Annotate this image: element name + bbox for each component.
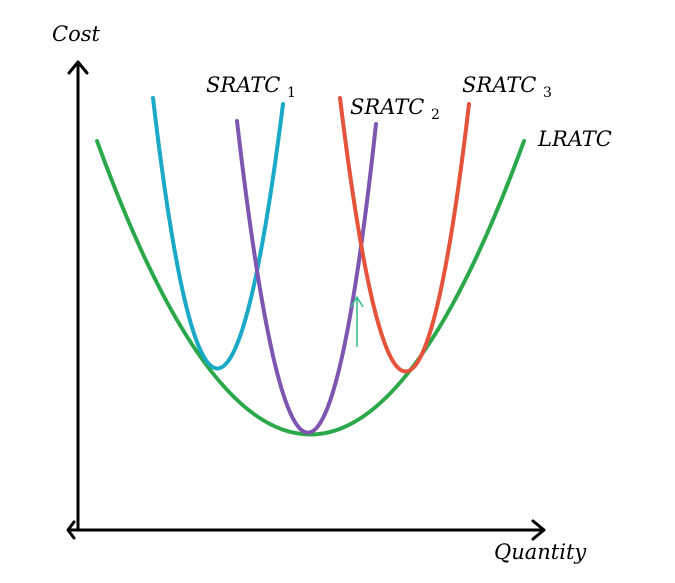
sratc3-label-subscript: 3 [543,85,552,101]
lratc-label: LRATC [537,127,612,151]
sratc2-curve [235,119,378,435]
sratc1-label-subscript: 1 [287,85,296,101]
origin-tick [66,520,76,540]
sratc1-label-text: SRATC [206,73,280,97]
sratc3-label: SRATC 3 [462,73,552,101]
sratc2-label: SRATC 2 [350,95,440,123]
sratc1-curve [151,96,285,371]
curves [95,96,526,437]
y-axis-arrowhead [67,60,89,75]
x-axis-arrowhead [531,519,546,541]
y-axis-label: Cost [52,22,100,46]
sratc2-label-text: SRATC [350,95,424,119]
sratc3-label-text: SRATC [462,73,536,97]
lratc-curve [95,139,526,437]
sratc3-curve [338,96,471,374]
shift-arrow-head [350,295,364,308]
sratc1-label: SRATC 1 [206,73,296,101]
x-axis-label: Quantity [494,540,587,564]
sratc2-label-subscript: 2 [431,107,440,123]
axes [66,60,546,541]
shift-arrow [350,295,364,347]
